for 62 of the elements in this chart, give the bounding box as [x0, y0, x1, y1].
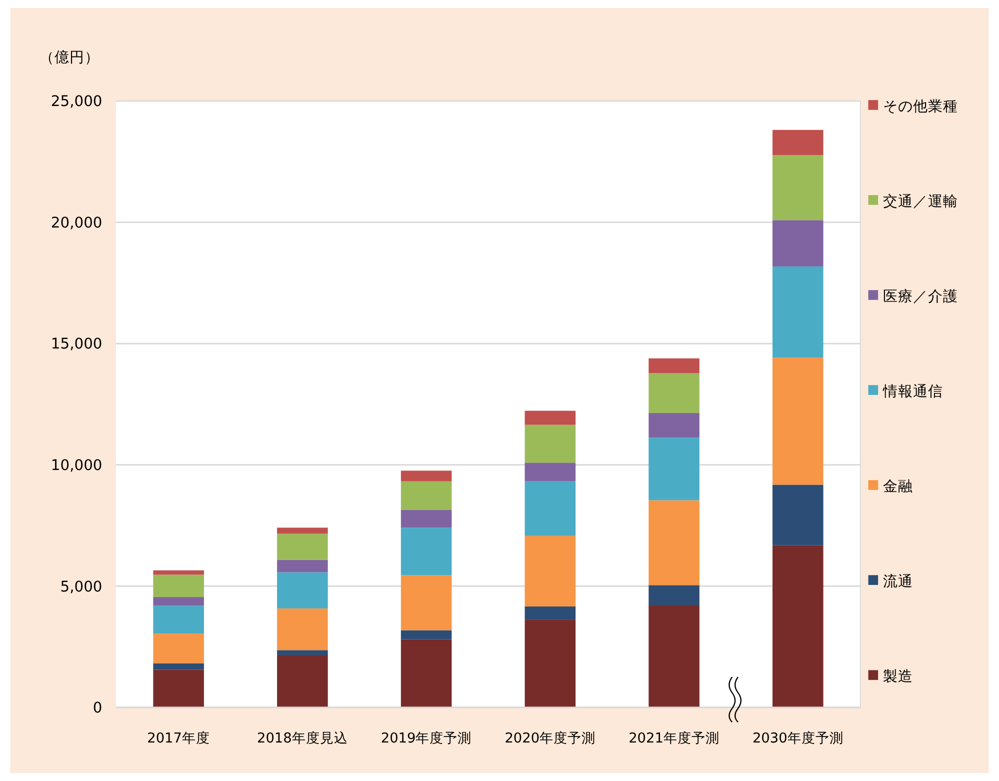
bar	[277, 560, 328, 572]
y-tick-label: 5,000	[60, 578, 102, 596]
x-tick-label: 2021年度予測	[628, 730, 720, 747]
bar	[524, 410, 576, 425]
bar	[153, 570, 204, 575]
bar	[772, 220, 824, 266]
legend-label: 製造	[882, 668, 913, 686]
bar	[648, 605, 700, 708]
y-tick-label: 15,000	[50, 336, 102, 353]
bar	[153, 574, 204, 598]
bar	[153, 634, 204, 664]
bar	[648, 412, 700, 438]
bar	[153, 597, 204, 606]
legend-label: 医療／介護	[882, 288, 958, 306]
bar	[400, 528, 452, 576]
bar	[400, 481, 452, 510]
x-tick-label: 2017年度	[147, 730, 210, 747]
legend-label: 交通／運輸	[882, 193, 958, 210]
legend-label: 流通	[882, 573, 913, 590]
bar	[400, 639, 452, 708]
bar	[772, 266, 824, 358]
bar	[277, 572, 328, 608]
bar	[648, 500, 700, 586]
legend-label: その他業種	[882, 98, 958, 116]
bar	[772, 130, 824, 156]
bar	[277, 528, 328, 534]
bar	[524, 481, 576, 536]
bar	[277, 650, 328, 655]
bar	[772, 358, 824, 485]
legend-label: 金融	[882, 478, 913, 496]
x-tick-label: 2019年度予測	[380, 730, 472, 747]
y-tick-label: 0	[92, 700, 102, 717]
bar	[524, 462, 576, 482]
bar	[524, 606, 576, 620]
y-tick-label: 10,000	[50, 456, 102, 474]
bar	[648, 358, 700, 374]
bar	[772, 545, 824, 708]
bar	[648, 438, 700, 500]
bar	[772, 155, 824, 220]
bar	[772, 484, 824, 546]
legend-label: 情報通信	[882, 383, 943, 400]
bar	[524, 424, 576, 463]
bar	[524, 536, 576, 606]
y-tick-label: 20,000	[50, 214, 102, 232]
bar	[648, 373, 700, 413]
bar	[277, 608, 328, 650]
x-tick-label: 2018年度見込	[257, 730, 348, 747]
bar	[153, 670, 204, 708]
x-tick-label: 2020年度予測	[504, 730, 596, 747]
bar	[648, 585, 700, 606]
bar	[153, 663, 204, 670]
bar	[400, 470, 452, 482]
bar	[400, 630, 452, 640]
bar	[277, 534, 328, 560]
y-tick-label: 25,000	[50, 93, 102, 110]
bar	[400, 575, 452, 630]
bar	[153, 606, 204, 634]
x-tick-label: 2030年度予測	[752, 730, 844, 747]
bar	[400, 510, 452, 528]
bar	[277, 654, 328, 708]
bar	[524, 620, 576, 708]
y-axis-title: （億円）	[40, 48, 100, 66]
